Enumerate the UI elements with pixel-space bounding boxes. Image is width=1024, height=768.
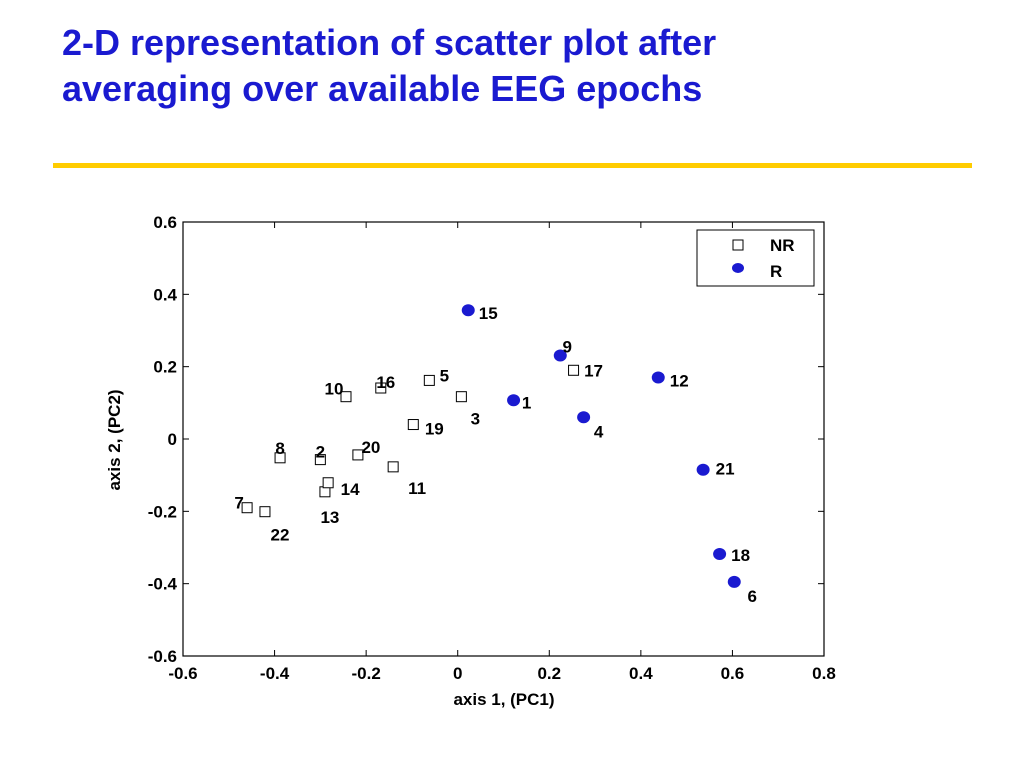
legend-box	[696, 229, 815, 287]
title-divider	[53, 163, 972, 168]
x-tick-label: 0	[453, 664, 462, 683]
point-marker-nr	[259, 506, 271, 518]
x-tick-label: 0.2	[537, 664, 561, 683]
point-marker-nr	[340, 391, 352, 403]
point-label: 15	[479, 304, 498, 323]
point-label: 3	[471, 410, 480, 429]
x-tick-label: 0.6	[721, 664, 745, 683]
point-label: 16	[376, 373, 395, 392]
point-marker-r	[713, 548, 727, 561]
point-label: 4	[594, 422, 604, 441]
y-tick-label: 0	[168, 430, 177, 449]
point-marker-r	[727, 575, 741, 588]
point-label: 18	[731, 546, 750, 565]
point-label: 11	[408, 479, 426, 498]
slide-title-line-1: 2-D representation of scatter plot after	[62, 22, 717, 63]
y-tick-label: -0.4	[148, 575, 178, 594]
slide-title-line-2: averaging over available EEG epochs	[62, 68, 703, 109]
legend-marker-nr	[732, 239, 744, 251]
legend-label: NR	[770, 236, 795, 255]
point-label: 10	[325, 380, 344, 399]
y-tick-label: -0.6	[148, 647, 177, 666]
point-marker-nr	[314, 454, 326, 466]
point-marker-nr	[375, 382, 387, 394]
point-marker-nr	[407, 419, 419, 431]
point-marker-nr	[319, 486, 331, 498]
point-marker-r	[696, 463, 710, 476]
point-marker-r	[553, 349, 567, 362]
point-marker-nr	[241, 502, 253, 514]
point-marker-nr	[322, 477, 334, 489]
point-label: 9	[563, 337, 572, 356]
point-label: 12	[670, 372, 689, 391]
point-label: 8	[275, 439, 284, 458]
point-label: 14	[341, 480, 360, 499]
point-marker-r	[461, 304, 475, 317]
point-label: 17	[584, 361, 603, 380]
point-label: 6	[748, 587, 757, 606]
point-label: 22	[270, 526, 289, 545]
point-marker-nr	[387, 461, 399, 473]
point-label: 5	[440, 366, 449, 385]
point-label: 2	[316, 443, 325, 462]
point-label: 20	[361, 438, 380, 457]
point-label: 1	[522, 393, 531, 412]
point-marker-r	[577, 411, 591, 424]
point-label: 7	[234, 494, 243, 513]
point-label: 19	[425, 420, 444, 439]
point-marker-nr	[423, 374, 435, 386]
legend-label: R	[770, 262, 782, 281]
point-marker-r	[507, 394, 521, 407]
legend-marker-r	[732, 263, 744, 273]
point-marker-nr	[568, 364, 580, 376]
x-tick-label: -0.4	[260, 664, 290, 683]
x-tick-label: -0.2	[351, 664, 380, 683]
point-marker-nr	[352, 449, 364, 461]
point-label: 13	[320, 508, 339, 527]
point-label: 21	[716, 460, 735, 479]
x-tick-label: 0.4	[629, 664, 653, 683]
y-tick-label: 0.4	[153, 285, 177, 304]
y-tick-label: 0.6	[153, 213, 177, 232]
y-tick-label: 0.2	[153, 358, 177, 377]
x-tick-label: 0.8	[812, 664, 836, 683]
point-marker-nr	[274, 452, 286, 464]
slide-title: 2-D representation of scatter plot after…	[62, 20, 962, 112]
x-tick-label: -0.6	[168, 664, 197, 683]
x-axis-label: axis 1, (PC1)	[453, 690, 554, 709]
point-marker-nr	[455, 391, 467, 403]
y-axis-label: axis 2, (PC2)	[105, 389, 124, 490]
point-marker-r	[651, 371, 665, 384]
y-tick-label: -0.2	[148, 502, 177, 521]
